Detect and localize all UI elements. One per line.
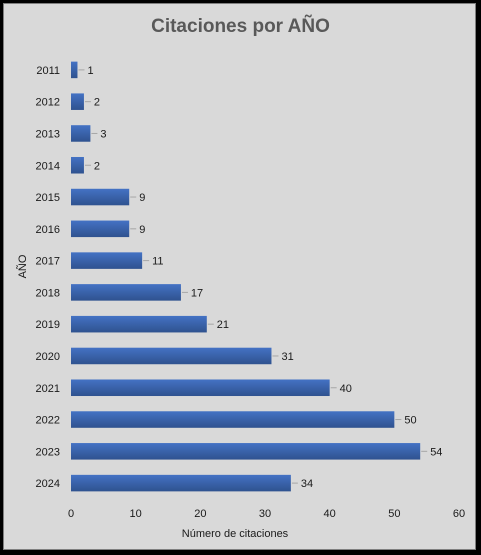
data-label-2014: 2 (94, 160, 100, 172)
y-tick-2024: 2024 (36, 478, 60, 490)
y-tick-2014: 2014 (36, 160, 60, 172)
data-label-2015: 9 (139, 192, 145, 204)
bar-2015 (71, 188, 130, 206)
x-tick-10: 10 (130, 508, 142, 520)
bar-2014 (71, 156, 84, 174)
data-label-2023: 54 (430, 446, 442, 458)
y-tick-2023: 2023 (36, 446, 60, 458)
chart-area: Citaciones por AÑO 1 2 3 2 9 9 11 17 21 31 40 50 54 3… (3, 3, 476, 550)
y-tick-2018: 2018 (36, 287, 60, 299)
y-tick-2017: 2017 (36, 256, 60, 268)
bar-2012 (71, 93, 84, 110)
data-label-2011: 1 (87, 65, 93, 77)
bar-2023 (71, 443, 421, 460)
ticks-layer: 2011201220132014201520162017201820192020… (36, 65, 466, 520)
data-label-2024: 34 (301, 478, 313, 490)
x-tick-0: 0 (68, 508, 74, 520)
bar-2018 (71, 284, 181, 301)
bar-2024 (71, 474, 291, 492)
x-tick-20: 20 (194, 508, 206, 520)
x-tick-60: 60 (453, 508, 465, 520)
y-tick-2019: 2019 (36, 319, 60, 331)
x-tick-50: 50 (388, 508, 400, 520)
bar-2021 (71, 379, 330, 397)
data-label-2012: 2 (94, 97, 100, 109)
y-tick-2022: 2022 (36, 415, 60, 427)
y-tick-2012: 2012 (36, 97, 60, 109)
bar-2016 (71, 220, 130, 238)
data-label-2017: 11 (152, 256, 163, 268)
bar-2020 (71, 347, 272, 365)
data-label-2016: 9 (139, 224, 145, 236)
chart-title: Citaciones por AÑO (151, 16, 330, 37)
data-label-2018: 17 (191, 287, 203, 299)
bar-2019 (71, 315, 207, 333)
x-axis-title: Número de citaciones (182, 528, 289, 540)
x-tick-40: 40 (324, 508, 336, 520)
y-tick-2020: 2020 (36, 351, 60, 363)
bar-2022 (71, 411, 395, 428)
data-label-2021: 40 (340, 383, 352, 395)
y-axis-title: AÑO (16, 254, 29, 278)
data-label-2019: 21 (217, 319, 229, 331)
bar-2011 (71, 61, 78, 79)
x-tick-30: 30 (259, 508, 271, 520)
y-tick-2011: 2011 (36, 65, 60, 77)
y-tick-2021: 2021 (36, 383, 60, 395)
data-label-2022: 50 (404, 415, 416, 427)
bars-layer: 1 2 3 2 9 9 11 17 21 31 40 50 54 34 (71, 61, 442, 492)
data-label-2020: 31 (281, 351, 293, 363)
bar-2013 (71, 125, 91, 142)
bar-2017 (71, 252, 143, 269)
y-tick-2013: 2013 (36, 128, 60, 140)
y-tick-2015: 2015 (36, 192, 60, 204)
data-label-2013: 3 (100, 128, 106, 140)
bar-chart: 1 2 3 2 9 9 11 17 21 31 40 50 54 34 2011 2012 2013 2014 2… (16, 61, 466, 540)
y-tick-2016: 2016 (36, 224, 60, 236)
